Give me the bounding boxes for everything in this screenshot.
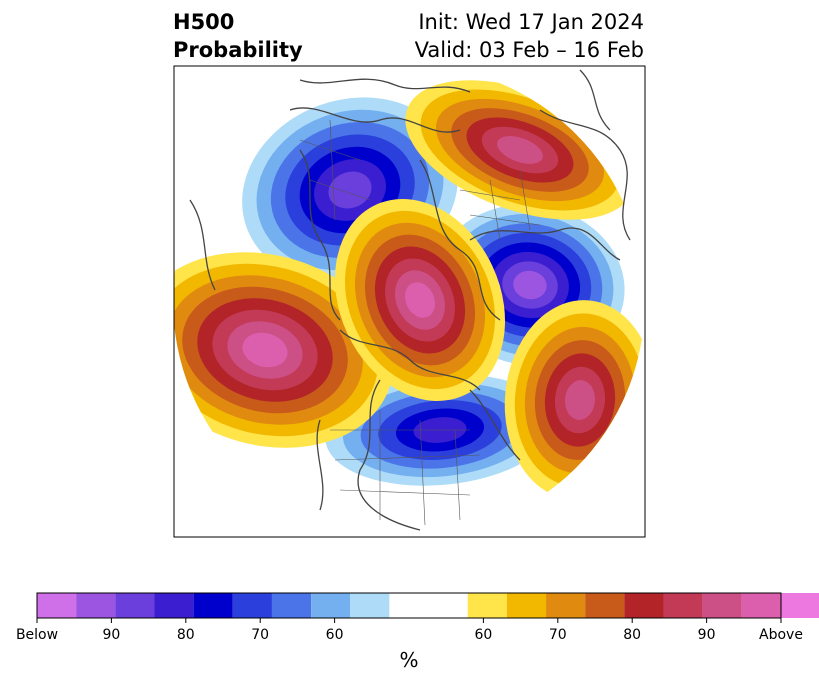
below-europe-contour-7 bbox=[513, 270, 547, 300]
colorbar-cell-18 bbox=[781, 593, 819, 618]
colorbar-cell-10 bbox=[467, 593, 507, 618]
colorbar-cell-7 bbox=[311, 593, 351, 618]
colorbar-cell-17 bbox=[741, 593, 781, 618]
colorbar-tick-marks bbox=[36, 618, 782, 623]
colorbar-frame bbox=[36, 592, 782, 619]
title-probability: Probability bbox=[173, 38, 303, 62]
colorbar-cell-8 bbox=[350, 593, 390, 618]
map-frame bbox=[173, 65, 646, 538]
title-left: H500 Probability bbox=[173, 8, 303, 64]
colorbar-cell-9 bbox=[389, 593, 468, 618]
colorbar-cell-1 bbox=[76, 593, 116, 618]
above-siberia-contour-6 bbox=[497, 136, 543, 164]
anomaly-above-pacific bbox=[174, 252, 393, 448]
colorbar-cell-2 bbox=[115, 593, 155, 618]
title-right: Init: Wed 17 Jan 2024 Valid: 03 Feb – 16… bbox=[415, 8, 644, 64]
colorbar-tick-label-1: 90 bbox=[102, 627, 121, 643]
above-arctic-contour-7 bbox=[405, 282, 435, 318]
below-western-russia-contour-6 bbox=[328, 171, 372, 209]
colorbar-cell-16 bbox=[702, 593, 742, 618]
probability-map bbox=[173, 65, 646, 538]
colorbar-tick-label-8: 90 bbox=[697, 627, 716, 643]
colorbar-cells bbox=[37, 593, 819, 618]
colorbar-cell-4 bbox=[193, 593, 233, 618]
colorbar-unit: % bbox=[399, 648, 419, 672]
colorbar-cell-3 bbox=[154, 593, 194, 618]
init-date: Init: Wed 17 Jan 2024 bbox=[418, 10, 644, 34]
colorbar-tick-label-9: Above bbox=[759, 627, 803, 643]
anomaly-fields bbox=[174, 80, 645, 500]
colorbar-cell-12 bbox=[546, 593, 586, 618]
title-h500: H500 bbox=[173, 10, 235, 34]
colorbar-tick-label-0: Below bbox=[15, 627, 59, 643]
country-borders bbox=[299, 119, 541, 526]
anomaly-above-arctic bbox=[334, 199, 506, 401]
colorbar-cell-5 bbox=[232, 593, 272, 618]
above-north-atlantic-contour-6 bbox=[564, 380, 596, 420]
colorbar-tick-label-5: 60 bbox=[474, 627, 493, 643]
colorbar-tick-label-2: 80 bbox=[176, 627, 195, 643]
colorbar-tick-label-7: 80 bbox=[623, 627, 642, 643]
coastlines bbox=[189, 69, 631, 531]
colorbar-cell-14 bbox=[624, 593, 664, 618]
colorbar-cell-0 bbox=[37, 593, 77, 618]
colorbar-tick-label-4: 60 bbox=[325, 627, 344, 643]
above-pacific-contour-7 bbox=[242, 332, 288, 368]
colorbar-cell-6 bbox=[271, 593, 312, 618]
valid-range: Valid: 03 Feb – 16 Feb bbox=[414, 38, 644, 62]
colorbar-tick-label-3: 70 bbox=[251, 627, 270, 643]
colorbar-cell-13 bbox=[585, 593, 625, 618]
colorbar-cell-15 bbox=[663, 593, 703, 618]
colorbar-tick-label-6: 70 bbox=[548, 627, 567, 643]
colorbar-cell-11 bbox=[506, 593, 547, 618]
